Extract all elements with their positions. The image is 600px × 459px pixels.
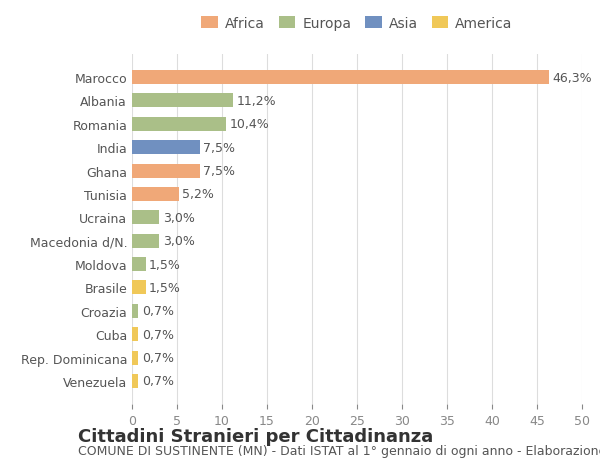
Text: 3,0%: 3,0% xyxy=(163,211,194,224)
Text: 1,5%: 1,5% xyxy=(149,281,181,294)
Text: 7,5%: 7,5% xyxy=(203,141,235,154)
Bar xyxy=(132,94,233,108)
Bar xyxy=(132,351,139,365)
Text: 1,5%: 1,5% xyxy=(149,258,181,271)
Text: 3,0%: 3,0% xyxy=(163,235,194,248)
Text: 5,2%: 5,2% xyxy=(182,188,214,201)
Bar xyxy=(132,188,179,202)
Text: 7,5%: 7,5% xyxy=(203,165,235,178)
Bar xyxy=(132,257,146,271)
Bar xyxy=(132,327,139,341)
Text: 46,3%: 46,3% xyxy=(552,72,592,84)
Bar xyxy=(132,164,199,178)
Bar xyxy=(132,118,226,132)
Text: 0,7%: 0,7% xyxy=(142,375,174,387)
Text: Cittadini Stranieri per Cittadinanza: Cittadini Stranieri per Cittadinanza xyxy=(78,427,433,445)
Text: 11,2%: 11,2% xyxy=(236,95,276,108)
Text: 0,7%: 0,7% xyxy=(142,328,174,341)
Bar xyxy=(132,281,146,295)
Text: 10,4%: 10,4% xyxy=(229,118,269,131)
Bar xyxy=(132,374,139,388)
Text: 0,7%: 0,7% xyxy=(142,305,174,318)
Bar xyxy=(132,234,159,248)
Bar xyxy=(132,141,199,155)
Text: 0,7%: 0,7% xyxy=(142,351,174,364)
Bar xyxy=(132,211,159,225)
Bar xyxy=(132,71,549,85)
Text: COMUNE DI SUSTINENTE (MN) - Dati ISTAT al 1° gennaio di ogni anno - Elaborazione: COMUNE DI SUSTINENTE (MN) - Dati ISTAT a… xyxy=(78,444,600,458)
Legend: Africa, Europa, Asia, America: Africa, Europa, Asia, America xyxy=(201,17,513,31)
Bar xyxy=(132,304,139,318)
